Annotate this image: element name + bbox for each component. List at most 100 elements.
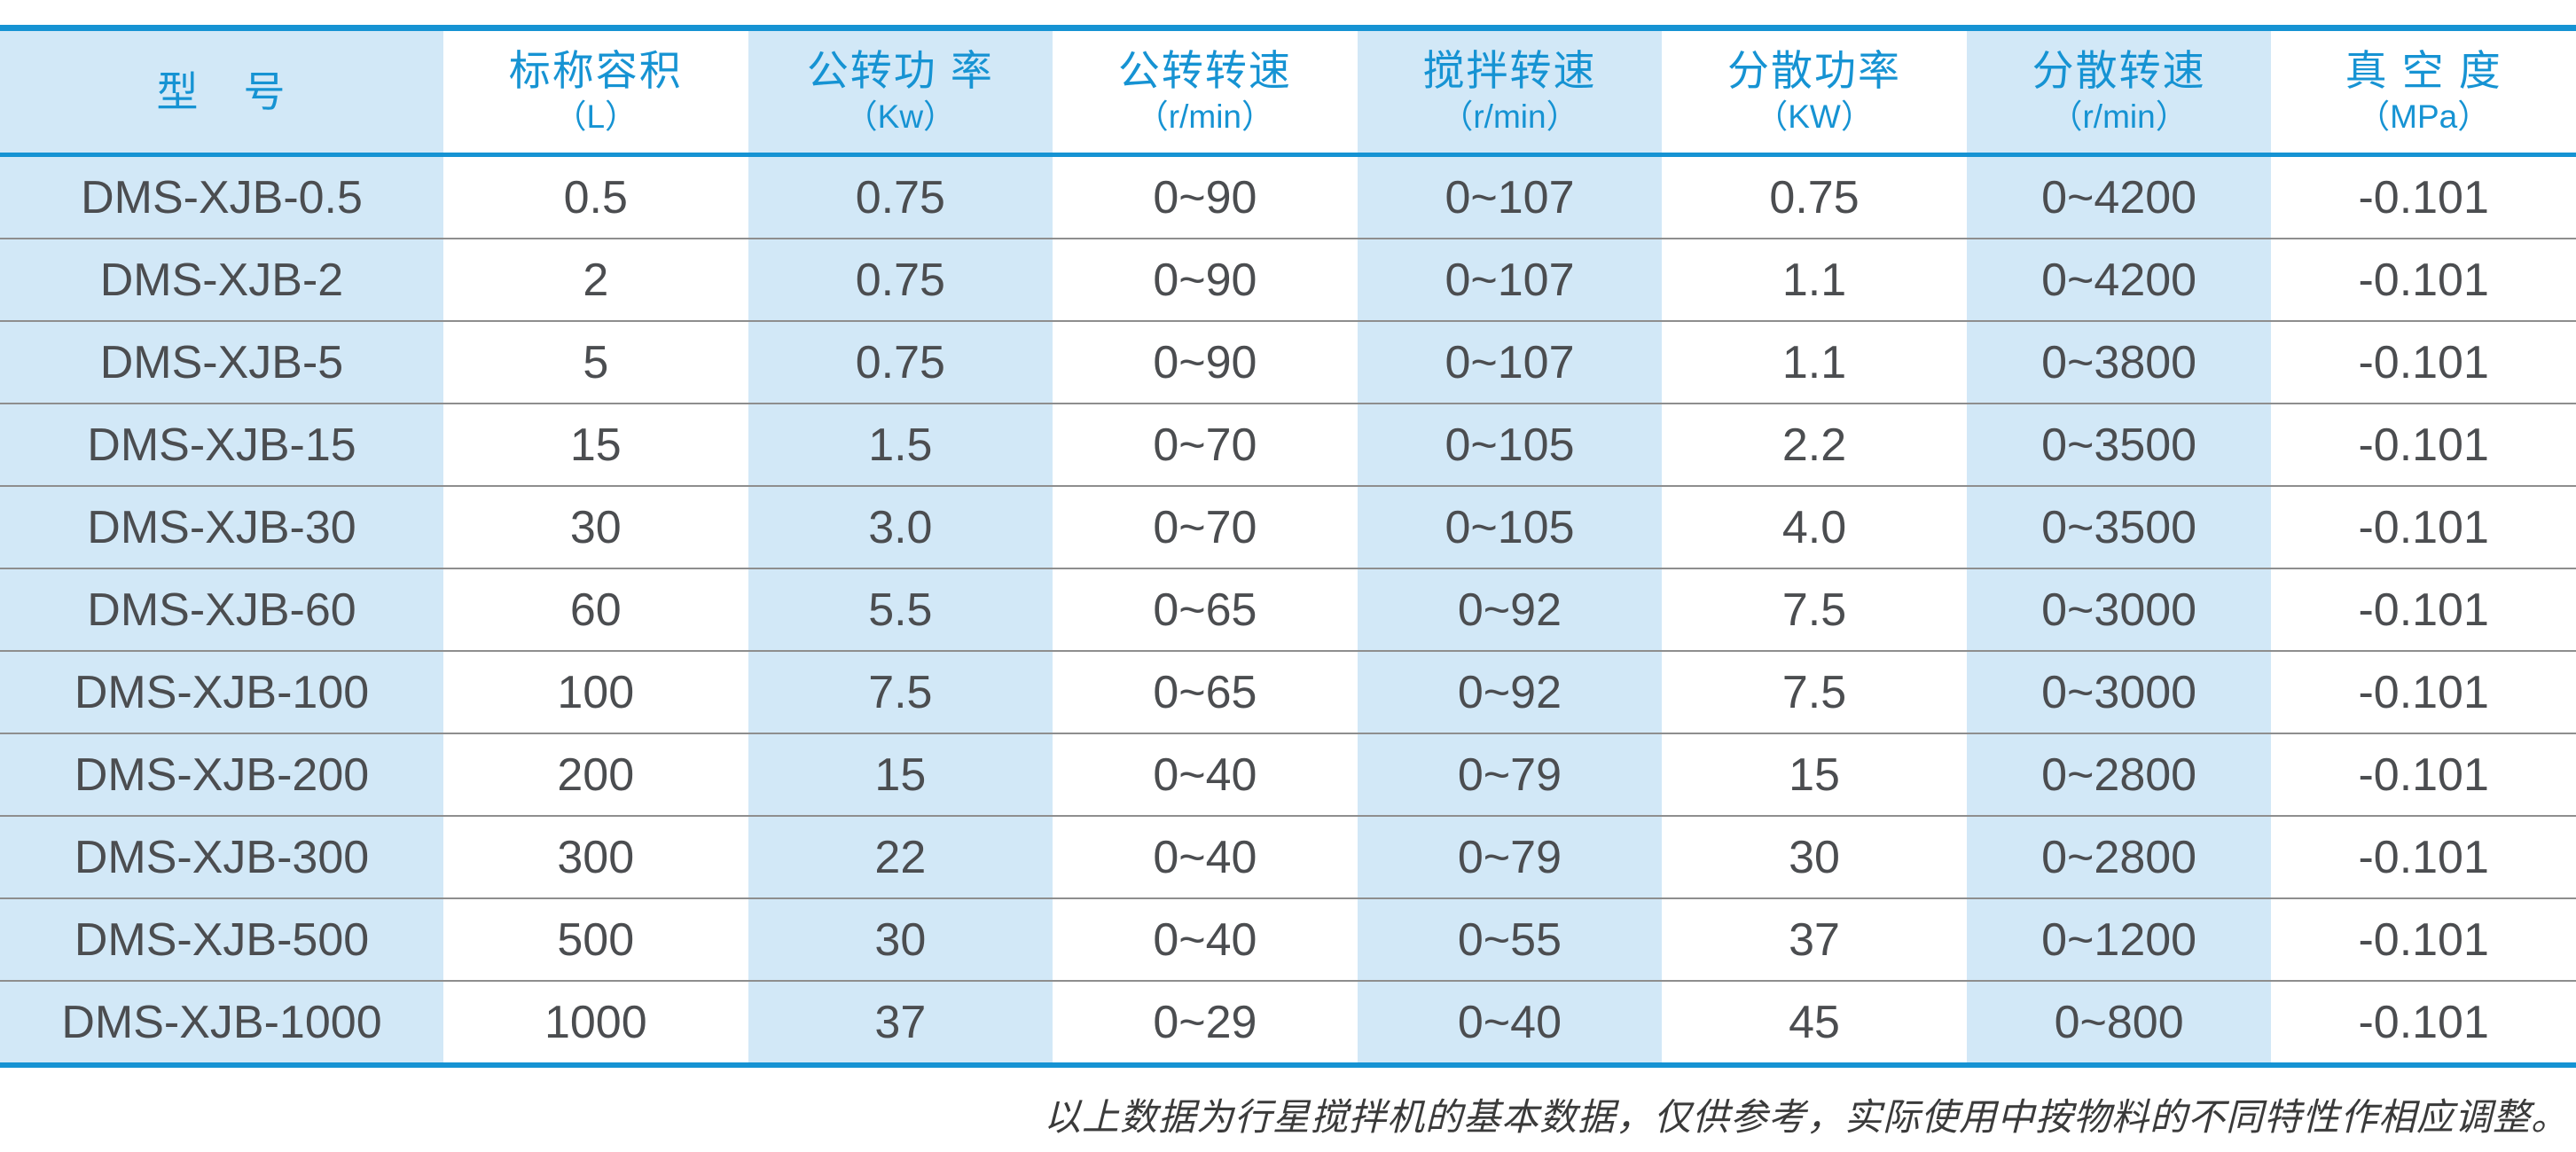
- table-cell: 7.5: [748, 650, 1053, 733]
- table-cell: 0~92: [1357, 568, 1663, 651]
- table-row: DMS-XJB-60 60 5.5 0~65 0~92 7.5 0~3000 -…: [0, 568, 2576, 651]
- table-cell: 22: [748, 815, 1053, 898]
- table-cell: 0~3800: [1966, 320, 2272, 404]
- table-cell: 0~79: [1357, 815, 1663, 898]
- table-cell: 0~40: [1053, 897, 1358, 981]
- col-header-unit: （L）: [553, 98, 638, 135]
- table-cell: 0~3500: [1966, 485, 2272, 568]
- footnote: 以上数据为行星搅拌机的基本数据，仅供参考，实际使用中按物料的不同特性作相应调整。: [1043, 1095, 2569, 1139]
- table-cell: -0.101: [2271, 320, 2576, 404]
- table-cell: 7.5: [1662, 650, 1967, 733]
- table-cell: 15: [1662, 733, 1967, 816]
- table-cell: -0.101: [2271, 815, 2576, 898]
- col-header-unit: （r/min）: [1440, 98, 1579, 135]
- table-cell: 30: [748, 897, 1053, 981]
- table-cell: 30: [443, 485, 748, 568]
- table-cell: 0.75: [748, 320, 1053, 404]
- table-cell: 300: [443, 815, 748, 898]
- model-cell: DMS-XJB-15: [0, 403, 443, 486]
- specs-table: 型 号 标称容积 （L） 公转功 率 （Kw）: [0, 25, 2576, 1068]
- col-header-vacuum: 真 空 度 （MPa）: [2271, 27, 2576, 157]
- col-header-revolution-speed: 公转转速 （r/min）: [1053, 27, 1358, 157]
- table-cell: 0~40: [1053, 815, 1358, 898]
- table-cell: 0~29: [1053, 980, 1358, 1065]
- table-cell: 7.5: [1662, 568, 1967, 651]
- table-cell: 15: [443, 403, 748, 486]
- table-cell: 4.0: [1662, 485, 1967, 568]
- table-cell: 30: [1662, 815, 1967, 898]
- table-cell: -0.101: [2271, 238, 2576, 321]
- model-cell: DMS-XJB-30: [0, 485, 443, 568]
- col-header-title: 标称容积: [508, 47, 683, 95]
- table-cell: 0~90: [1053, 320, 1358, 404]
- col-header-title: 分散功率: [1727, 47, 1902, 95]
- table-row: DMS-XJB-100 100 7.5 0~65 0~92 7.5 0~3000…: [0, 650, 2576, 733]
- table-cell: -0.101: [2271, 733, 2576, 816]
- table-cell: 0~40: [1357, 980, 1663, 1065]
- table-cell: 0~3000: [1966, 568, 2272, 651]
- col-header-revolution-power: 公转功 率 （Kw）: [748, 27, 1053, 157]
- col-header-dispersion-speed: 分散转速 （r/min）: [1966, 27, 2272, 157]
- table-row: DMS-XJB-300 300 22 0~40 0~79 30 0~2800 -…: [0, 815, 2576, 898]
- table-cell: 0.75: [748, 154, 1053, 239]
- table-row: DMS-XJB-2 2 0.75 0~90 0~107 1.1 0~4200 -…: [0, 238, 2576, 321]
- table-cell: 200: [443, 733, 748, 816]
- table-cell: 0~3000: [1966, 650, 2272, 733]
- table-cell: -0.101: [2271, 980, 2576, 1065]
- table-cell: 37: [748, 980, 1053, 1065]
- col-header-capacity: 标称容积 （L）: [443, 27, 748, 157]
- table-cell: -0.101: [2271, 154, 2576, 239]
- table-cell: 0~107: [1357, 154, 1663, 239]
- col-header-unit: （MPa）: [2357, 98, 2491, 135]
- table-row: DMS-XJB-5 5 0.75 0~90 0~107 1.1 0~3800 -…: [0, 320, 2576, 404]
- model-cell: DMS-XJB-5: [0, 320, 443, 404]
- table-cell: 0~70: [1053, 485, 1358, 568]
- table-body: DMS-XJB-0.5 0.5 0.75 0~90 0~107 0.75 0~4…: [0, 154, 2576, 1065]
- col-header-unit: （r/min）: [1135, 98, 1275, 135]
- table-cell: 0~1200: [1966, 897, 2272, 981]
- table-cell: 0~90: [1053, 238, 1358, 321]
- table-cell: -0.101: [2271, 897, 2576, 981]
- col-header-dispersion-power: 分散功率 （KW）: [1662, 27, 1967, 157]
- table-row: DMS-XJB-200 200 15 0~40 0~79 15 0~2800 -…: [0, 733, 2576, 816]
- table-cell: 1.5: [748, 403, 1053, 486]
- table-cell: 2: [443, 238, 748, 321]
- table-cell: 0.5: [443, 154, 748, 239]
- table-cell: 0~107: [1357, 238, 1663, 321]
- table-cell: 5.5: [748, 568, 1053, 651]
- table-row: DMS-XJB-30 30 3.0 0~70 0~105 4.0 0~3500 …: [0, 485, 2576, 568]
- col-header-title: 真 空 度: [2345, 47, 2502, 95]
- table-cell: 0~105: [1357, 485, 1663, 568]
- model-cell: DMS-XJB-1000: [0, 980, 443, 1065]
- table-cell: 2.2: [1662, 403, 1967, 486]
- table-cell: -0.101: [2271, 650, 2576, 733]
- table-cell: 100: [443, 650, 748, 733]
- model-cell: DMS-XJB-500: [0, 897, 443, 981]
- model-cell: DMS-XJB-60: [0, 568, 443, 651]
- table-cell: 500: [443, 897, 748, 981]
- table-cell: -0.101: [2271, 403, 2576, 486]
- table-cell: 0~70: [1053, 403, 1358, 486]
- table-header: 型 号 标称容积 （L） 公转功 率 （Kw）: [0, 27, 2576, 157]
- table-cell: 45: [1662, 980, 1967, 1065]
- col-header-unit: （r/min）: [2049, 98, 2188, 135]
- table-row: DMS-XJB-0.5 0.5 0.75 0~90 0~107 0.75 0~4…: [0, 154, 2576, 239]
- table-cell: 0~40: [1053, 733, 1358, 816]
- table-row: DMS-XJB-500 500 30 0~40 0~55 37 0~1200 -…: [0, 897, 2576, 981]
- table-cell: 5: [443, 320, 748, 404]
- table-cell: 0.75: [1662, 154, 1967, 239]
- table-cell: 1000: [443, 980, 748, 1065]
- model-cell: DMS-XJB-100: [0, 650, 443, 733]
- table-cell: 15: [748, 733, 1053, 816]
- table-cell: 0~3500: [1966, 403, 2272, 486]
- table-cell: -0.101: [2271, 568, 2576, 651]
- table-cell: 37: [1662, 897, 1967, 981]
- col-header-title: 公转功 率: [806, 47, 994, 95]
- table-cell: 3.0: [748, 485, 1053, 568]
- col-header-stir-speed: 搅拌转速 （r/min）: [1357, 27, 1663, 157]
- col-header-title: 型 号: [156, 67, 287, 115]
- col-header-title: 分散转速: [2032, 47, 2206, 95]
- col-header-model: 型 号: [0, 27, 443, 157]
- table-cell: 0~90: [1053, 154, 1358, 239]
